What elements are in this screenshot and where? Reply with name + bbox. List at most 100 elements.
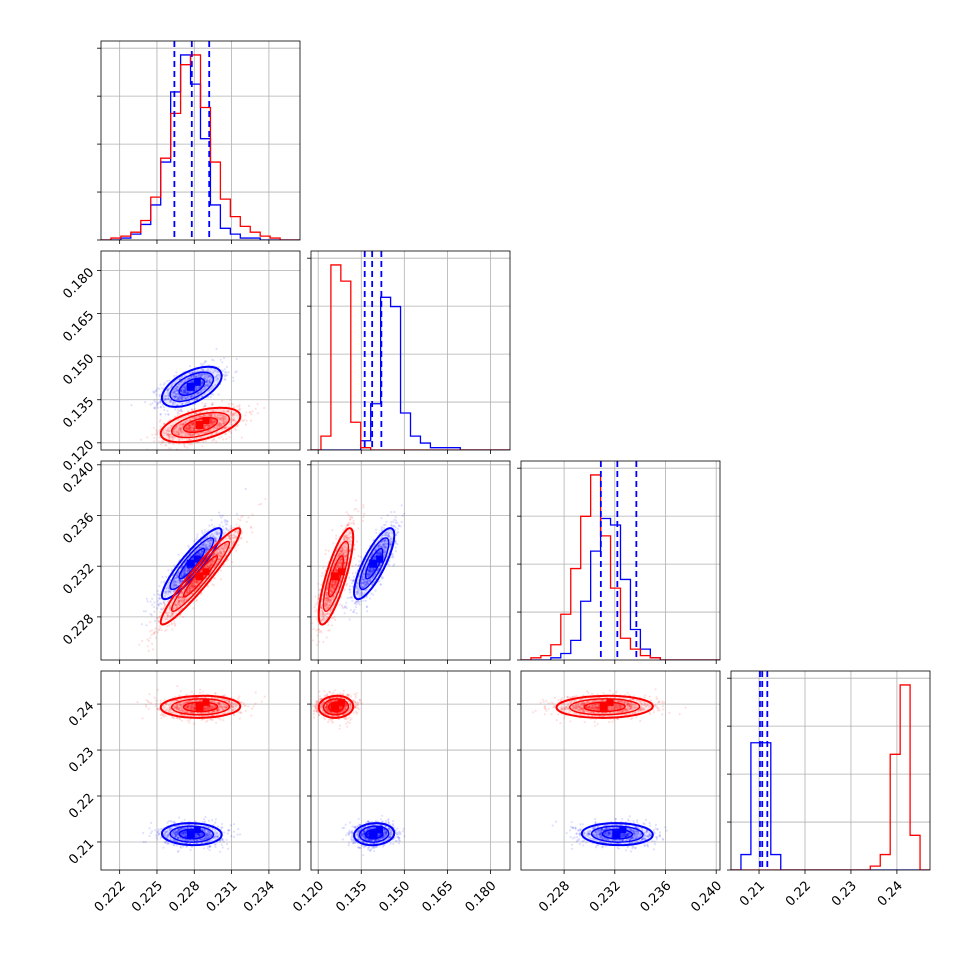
scatter-point: [382, 553, 386, 556]
scatter-point: [187, 425, 190, 428]
scatter-point: [172, 590, 175, 593]
scatter-point: [191, 583, 194, 586]
scatter-point: [220, 410, 223, 413]
scatter-point: [207, 375, 210, 378]
scatter-point: [180, 396, 183, 399]
scatter-point: [187, 435, 190, 438]
scatter-point: [361, 586, 364, 589]
scatter-point: [130, 404, 133, 407]
scatter-point: [379, 552, 382, 555]
scatter-point: [360, 581, 363, 584]
scatter-point: [223, 375, 226, 378]
scatter-point: [193, 425, 196, 428]
scatter-point: [204, 360, 207, 363]
scatter-point: [205, 546, 208, 549]
scatter-point: [189, 433, 192, 436]
scatter-point: [210, 388, 213, 391]
scatter-point: [181, 592, 184, 595]
scatter-point: [206, 430, 209, 433]
scatter-point: [172, 580, 176, 583]
scatter-point: [166, 615, 169, 619]
scatter-point: [192, 607, 195, 610]
scatter-point: [207, 540, 210, 543]
scatter-point: [176, 389, 179, 392]
scatter-point: [208, 544, 211, 547]
scatter-point: [176, 388, 179, 391]
scatter-point: [201, 375, 204, 378]
scatter-point: [225, 425, 228, 428]
scatter-point: [185, 570, 188, 573]
scatter-point: [365, 575, 369, 578]
scatter-point: [169, 424, 172, 427]
scatter-point: [229, 398, 232, 402]
scatter-point: [216, 374, 219, 377]
scatter-point: [165, 575, 168, 579]
scatter-point: [225, 543, 229, 546]
scatter-point: [187, 571, 190, 574]
scatter-point: [187, 410, 190, 413]
scatter-point: [193, 585, 196, 589]
scatter-point: [200, 374, 203, 377]
scatter-point: [167, 397, 170, 401]
scatter-point: [240, 436, 243, 439]
scatter-point: [157, 604, 160, 607]
scatter-point: [175, 580, 178, 583]
scatter-point: [191, 395, 194, 398]
scatter-point: [205, 565, 208, 568]
scatter-point: [208, 382, 211, 385]
scatter-point: [213, 421, 216, 424]
scatter-point: [224, 371, 227, 374]
scatter-point: [221, 416, 224, 419]
scatter-point: [171, 393, 174, 396]
scatter-point: [254, 407, 257, 410]
scatter-point: [170, 623, 174, 626]
scatter-point: [187, 424, 190, 427]
scatter-point: [166, 397, 169, 400]
scatter-point: [177, 553, 180, 556]
scatter-point: [196, 580, 200, 583]
scatter-point: [196, 375, 199, 378]
scatter-point: [229, 423, 232, 426]
scatter-point: [176, 408, 180, 411]
scatter-point: [390, 537, 393, 540]
scatter-point: [205, 536, 208, 540]
scatter-point: [176, 606, 179, 610]
scatter-point: [190, 408, 193, 411]
scatter-point: [161, 575, 164, 579]
scatter-point: [232, 417, 235, 420]
scatter-point: [191, 390, 194, 393]
scatter-point: [204, 425, 207, 428]
scatter-point: [211, 439, 214, 442]
scatter-point: [217, 373, 220, 377]
scatter-point: [211, 421, 214, 424]
scatter-point: [233, 413, 236, 416]
scatter-point: [206, 548, 209, 551]
scatter-point: [182, 574, 185, 577]
scatter-point: [177, 431, 180, 434]
scatter-point: [211, 423, 214, 426]
scatter-point: [201, 544, 204, 547]
scatter-point: [180, 600, 183, 603]
scatter-point: [217, 425, 220, 428]
scatter-point: [181, 599, 184, 602]
scatter-point: [387, 534, 390, 538]
scatter-point: [189, 375, 192, 378]
scatter-point: [191, 422, 194, 426]
scatter-point: [371, 570, 374, 573]
scatter-point: [218, 557, 221, 560]
scatter-point: [166, 585, 169, 589]
scatter-point: [390, 510, 393, 514]
scatter-point: [183, 391, 186, 394]
scatter-point: [188, 428, 191, 432]
scatter-point: [200, 550, 203, 553]
scatter-point: [205, 426, 208, 429]
scatter-point: [154, 400, 157, 403]
scatter-point: [390, 540, 393, 543]
scatter-point: [181, 431, 184, 434]
scatter-point: [251, 410, 254, 413]
scatter-point: [173, 584, 177, 587]
scatter-point: [201, 445, 204, 448]
scatter-point: [167, 434, 170, 437]
scatter-point: [182, 395, 185, 398]
scatter-point: [225, 371, 228, 374]
